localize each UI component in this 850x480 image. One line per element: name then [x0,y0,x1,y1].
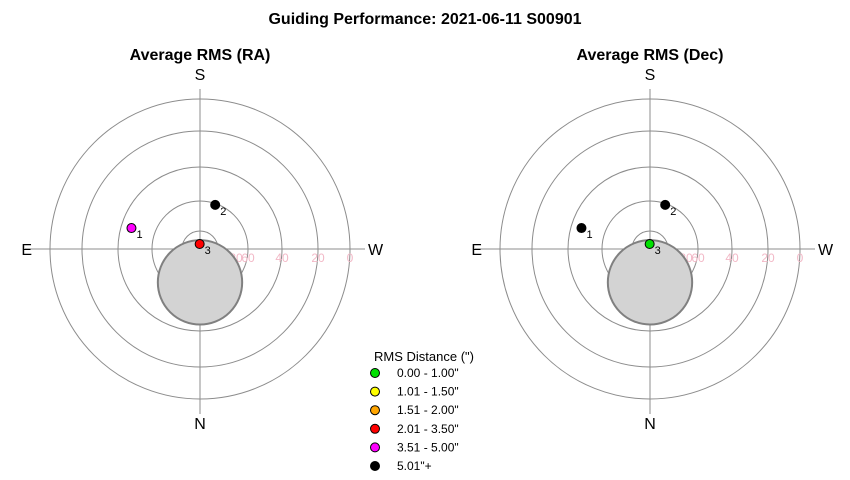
tick-label: 0 [797,251,804,265]
tick-label: 60 [691,251,705,265]
legend-item-label: 1.01 - 1.50" [397,385,459,399]
tick-label: 0 [347,251,354,265]
compass-bottom: N [194,416,206,433]
data-point [644,239,655,250]
legend-swatch [370,368,380,378]
point-label: 2 [220,206,226,218]
tick-label: 20 [311,251,325,265]
point-label: 2 [670,206,676,218]
point-label: 1 [586,229,592,241]
legend-swatch [370,442,380,453]
obstruction-disk [606,239,694,326]
legend-title: RMS Distance (") [374,349,474,364]
compass-right: W [368,242,384,259]
obstruction-disk [156,239,244,326]
tick-label: 20 [761,251,775,265]
tick-label: 40 [275,251,289,265]
legend-swatch [370,461,380,471]
tick-label: 40 [725,251,739,265]
compass-bottom: N [644,416,656,433]
data-point [660,199,671,210]
data-point [576,223,587,234]
legend-item-label: 1.51 - 2.00" [397,403,459,417]
legend-item-label: 0.00 - 1.00" [397,366,459,380]
tick-label: 60 [241,251,255,265]
legend-item-label: 2.01 - 3.50" [397,422,459,436]
point-label: 3 [205,245,211,257]
legend-swatch [370,405,380,416]
chart-subtitle: Average RMS (RA) [130,47,271,64]
legend-swatch [370,386,380,397]
point-label: 3 [655,245,661,257]
legend: RMS Distance (") 0.00 - 1.00" 1.01 - 1.50"… [370,349,474,473]
compass-top: S [195,67,206,84]
compass-left: E [21,242,32,259]
legend-item-label: 3.51 - 5.00" [397,440,459,454]
compass-left: E [471,242,482,259]
data-point [194,239,205,250]
legend-swatch [370,423,380,434]
legend-item-label: 5.01"+ [397,459,432,473]
data-point [210,199,221,210]
chart-subtitle: Average RMS (Dec) [576,47,723,64]
compass-right: W [818,242,834,259]
point-label: 1 [136,229,142,241]
data-point [126,223,137,234]
figure-title: Guiding Performance: 2021-06-11 S00901 [268,11,581,28]
compass-top: S [645,67,656,84]
